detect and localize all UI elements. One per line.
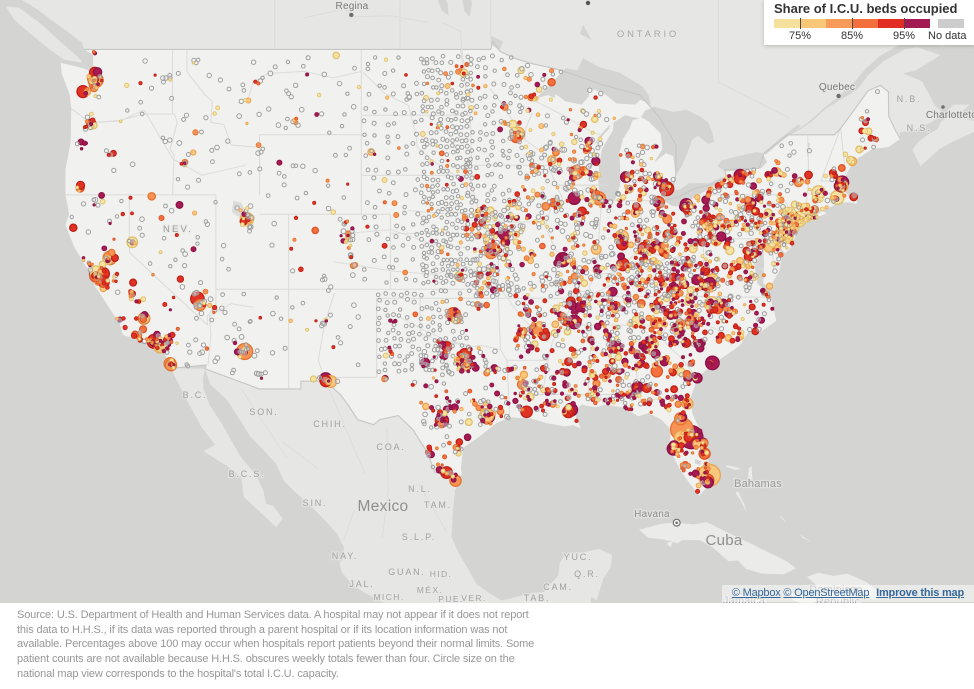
svg-text:N.S.: N.S. xyxy=(907,123,932,133)
svg-text:COA.: COA. xyxy=(376,442,405,452)
svg-text:N.L.: N.L. xyxy=(408,484,432,494)
svg-text:Regina: Regina xyxy=(336,1,369,12)
svg-text:Mexico: Mexico xyxy=(358,498,409,515)
svg-text:NEV.: NEV. xyxy=(163,224,193,235)
svg-text:MICH.: MICH. xyxy=(373,592,404,602)
svg-text:S.L.P.: S.L.P. xyxy=(402,532,436,542)
svg-text:HID.: HID. xyxy=(430,569,453,579)
svg-text:Havana: Havana xyxy=(634,509,670,520)
svg-text:MÉX.: MÉX. xyxy=(417,585,443,595)
svg-text:Cuba: Cuba xyxy=(705,532,742,549)
svg-text:GUAN.: GUAN. xyxy=(388,567,426,577)
svg-text:CHIH.: CHIH. xyxy=(313,419,347,429)
svg-text:SIN.: SIN. xyxy=(303,498,328,508)
svg-text:ONTARIO: ONTARIO xyxy=(617,29,679,40)
svg-text:Bahamas: Bahamas xyxy=(734,478,782,490)
svg-text:B.C.: B.C. xyxy=(183,390,208,400)
svg-text:Q.R.: Q.R. xyxy=(574,569,600,579)
svg-text:PUE.: PUE. xyxy=(438,594,463,603)
svg-text:Charlottetown: Charlottetown xyxy=(926,110,974,121)
svg-text:VER.: VER. xyxy=(461,593,486,603)
svg-text:TAM.: TAM. xyxy=(424,500,452,510)
svg-text:YUC.: YUC. xyxy=(564,552,593,562)
svg-text:Quebec: Quebec xyxy=(819,82,855,93)
svg-text:N.B.: N.B. xyxy=(897,94,922,104)
svg-text:B.C.S.: B.C.S. xyxy=(229,469,266,479)
svg-text:CAM.: CAM. xyxy=(543,582,573,592)
svg-text:TAB.: TAB. xyxy=(524,593,551,603)
svg-text:NAY.: NAY. xyxy=(332,551,358,561)
svg-text:SON.: SON. xyxy=(249,407,278,417)
svg-text:JAL.: JAL. xyxy=(349,579,374,589)
